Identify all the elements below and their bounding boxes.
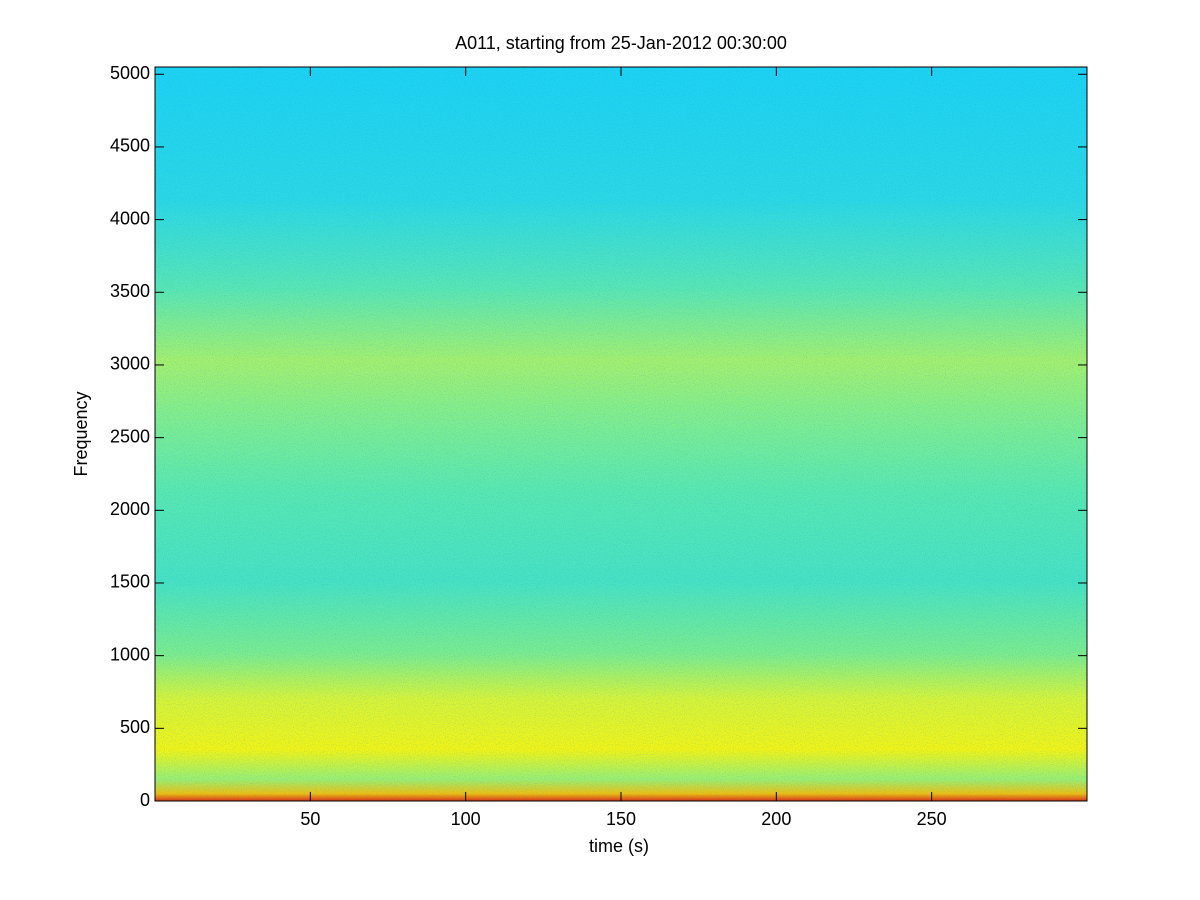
y-tick-label: 3000	[110, 354, 150, 374]
x-tick-label: 50	[300, 809, 320, 829]
y-tick-label: 500	[120, 717, 150, 737]
y-tick-label: 4000	[110, 208, 150, 228]
y-axis-label: Frequency	[71, 391, 91, 476]
spectrogram-image	[155, 67, 1087, 801]
y-tick-label: 5000	[110, 63, 150, 83]
x-tick-label: 150	[606, 809, 636, 829]
x-tick-label: 200	[761, 809, 791, 829]
y-tick-label: 1000	[110, 644, 150, 664]
x-axis-label: time (s)	[589, 836, 649, 856]
y-tick-label: 2500	[110, 426, 150, 446]
y-tick-label: 2000	[110, 499, 150, 519]
y-tick-label: 4500	[110, 136, 150, 156]
x-tick-label: 100	[451, 809, 481, 829]
x-tick-label: 250	[917, 809, 947, 829]
chart-title: A011, starting from 25-Jan-2012 00:30:00	[455, 33, 787, 53]
y-tick-label: 0	[140, 790, 150, 810]
y-tick-label: 3500	[110, 281, 150, 301]
y-tick-label: 1500	[110, 572, 150, 592]
